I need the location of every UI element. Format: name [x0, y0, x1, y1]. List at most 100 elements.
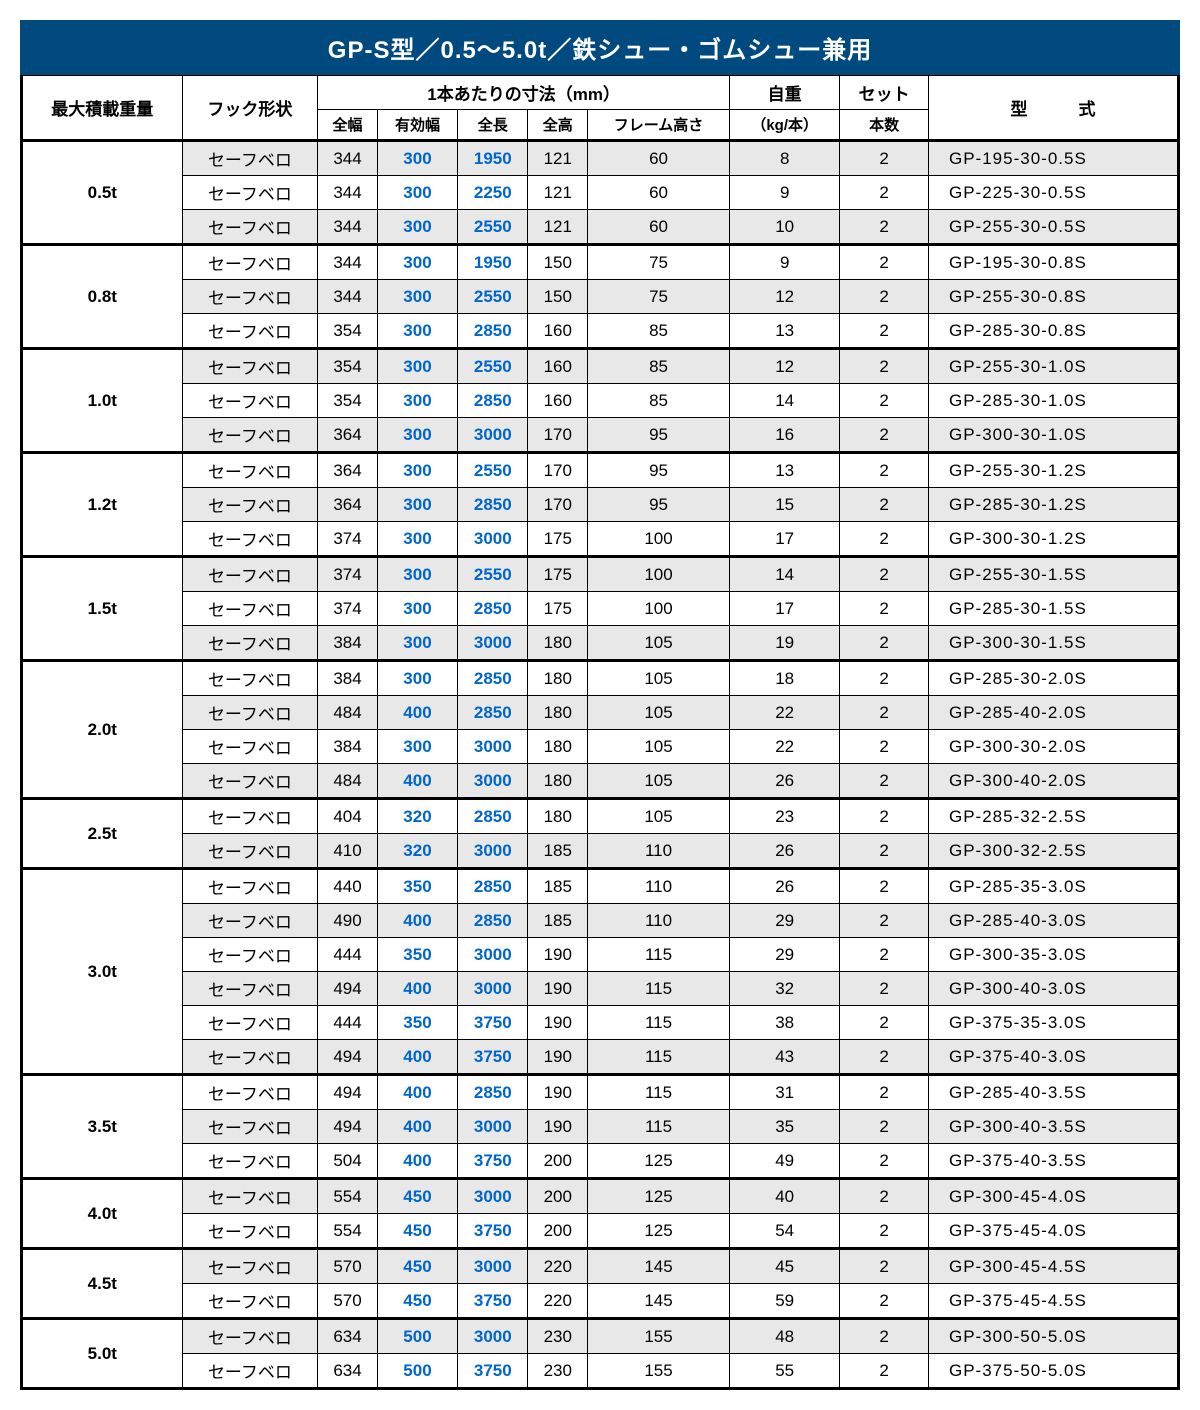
full-width: 494 [318, 972, 378, 1006]
model-number: GP-255-30-0.8S [929, 280, 1179, 314]
header-model: 型 式 [929, 76, 1179, 141]
set-count: 2 [840, 1110, 929, 1144]
full-height: 180 [528, 696, 588, 730]
full-height: 220 [528, 1249, 588, 1284]
hook-shape: セーフベロ [182, 384, 318, 418]
full-length: 3000 [458, 626, 528, 661]
full-height: 190 [528, 1110, 588, 1144]
effective-width: 400 [377, 696, 457, 730]
hook-shape: セーフベロ [182, 488, 318, 522]
hook-shape: セーフベロ [182, 349, 318, 384]
self-weight: 32 [730, 972, 840, 1006]
set-count: 2 [840, 522, 929, 557]
table-row: セーフベロ4103203000185110262GP-300-32-2.5S [22, 834, 1179, 869]
model-number: GP-300-50-5.0S [929, 1319, 1179, 1354]
set-count: 2 [840, 764, 929, 799]
hook-shape: セーフベロ [182, 972, 318, 1006]
self-weight: 9 [730, 176, 840, 210]
full-height: 121 [528, 176, 588, 210]
full-height: 180 [528, 730, 588, 764]
self-weight: 12 [730, 349, 840, 384]
set-count: 2 [840, 1075, 929, 1110]
header-maxload: 最大積載重量 [22, 76, 183, 141]
full-length: 3000 [458, 1319, 528, 1354]
full-height: 185 [528, 834, 588, 869]
hook-shape: セーフベロ [182, 1214, 318, 1249]
full-height: 121 [528, 210, 588, 245]
hook-shape: セーフベロ [182, 869, 318, 904]
weight-cell: 0.5t [22, 141, 183, 245]
full-width: 344 [318, 210, 378, 245]
full-height: 170 [528, 418, 588, 453]
effective-width: 300 [377, 557, 457, 592]
table-row: セーフベロ5044003750200125492GP-375-40-3.5S [22, 1144, 1179, 1179]
set-count: 2 [840, 592, 929, 626]
hook-shape: セーフベロ [182, 280, 318, 314]
hook-shape: セーフベロ [182, 1110, 318, 1144]
full-height: 185 [528, 904, 588, 938]
set-count: 2 [840, 488, 929, 522]
full-width: 554 [318, 1179, 378, 1214]
full-width: 354 [318, 384, 378, 418]
full-width: 484 [318, 696, 378, 730]
table-row: セーフベロ5544503750200125542GP-375-45-4.0S [22, 1214, 1179, 1249]
model-number: GP-300-40-3.5S [929, 1110, 1179, 1144]
full-width: 344 [318, 245, 378, 280]
full-length: 2250 [458, 176, 528, 210]
effective-width: 450 [377, 1214, 457, 1249]
effective-width: 300 [377, 384, 457, 418]
hook-shape: セーフベロ [182, 626, 318, 661]
effective-width: 300 [377, 280, 457, 314]
frame-height: 115 [588, 1006, 730, 1040]
full-width: 444 [318, 938, 378, 972]
full-height: 170 [528, 453, 588, 488]
self-weight: 35 [730, 1110, 840, 1144]
self-weight: 13 [730, 453, 840, 488]
table-row: セーフベロ344300255012160102GP-255-30-0.5S [22, 210, 1179, 245]
hook-shape: セーフベロ [182, 938, 318, 972]
self-weight: 8 [730, 141, 840, 176]
hook-shape: セーフベロ [182, 904, 318, 938]
effective-width: 350 [377, 869, 457, 904]
frame-height: 105 [588, 799, 730, 834]
full-length: 2550 [458, 557, 528, 592]
header-frameheight: フレーム高さ [588, 110, 730, 141]
self-weight: 43 [730, 1040, 840, 1075]
hook-shape: セーフベロ [182, 314, 318, 349]
full-length: 3000 [458, 764, 528, 799]
header-fullheight: 全高 [528, 110, 588, 141]
full-length: 3000 [458, 938, 528, 972]
header-dimensions-group: 1本あたりの寸法（mm） [318, 76, 730, 110]
effective-width: 400 [377, 1040, 457, 1075]
model-number: GP-285-35-3.0S [929, 869, 1179, 904]
weight-cell: 5.0t [22, 1319, 183, 1389]
hook-shape: セーフベロ [182, 1249, 318, 1284]
full-length: 2850 [458, 904, 528, 938]
set-count: 2 [840, 834, 929, 869]
frame-height: 95 [588, 453, 730, 488]
effective-width: 400 [377, 1144, 457, 1179]
table-row: セーフベロ354300285016085132GP-285-30-0.8S [22, 314, 1179, 349]
self-weight: 26 [730, 834, 840, 869]
full-height: 180 [528, 799, 588, 834]
hook-shape: セーフベロ [182, 1354, 318, 1389]
spec-table: 最大積載重量 フック形状 1本あたりの寸法（mm） 自重 セット 型 式 全幅 … [20, 75, 1180, 1390]
full-length: 2850 [458, 661, 528, 696]
full-height: 150 [528, 280, 588, 314]
full-width: 494 [318, 1110, 378, 1144]
effective-width: 300 [377, 314, 457, 349]
full-height: 190 [528, 1006, 588, 1040]
weight-cell: 2.0t [22, 661, 183, 799]
full-width: 354 [318, 349, 378, 384]
set-count: 2 [840, 245, 929, 280]
effective-width: 350 [377, 938, 457, 972]
table-row: セーフベロ344300255015075122GP-255-30-0.8S [22, 280, 1179, 314]
set-count: 2 [840, 696, 929, 730]
full-height: 185 [528, 869, 588, 904]
frame-height: 85 [588, 349, 730, 384]
full-height: 200 [528, 1214, 588, 1249]
full-length: 3000 [458, 522, 528, 557]
full-width: 344 [318, 141, 378, 176]
effective-width: 300 [377, 453, 457, 488]
hook-shape: セーフベロ [182, 1319, 318, 1354]
